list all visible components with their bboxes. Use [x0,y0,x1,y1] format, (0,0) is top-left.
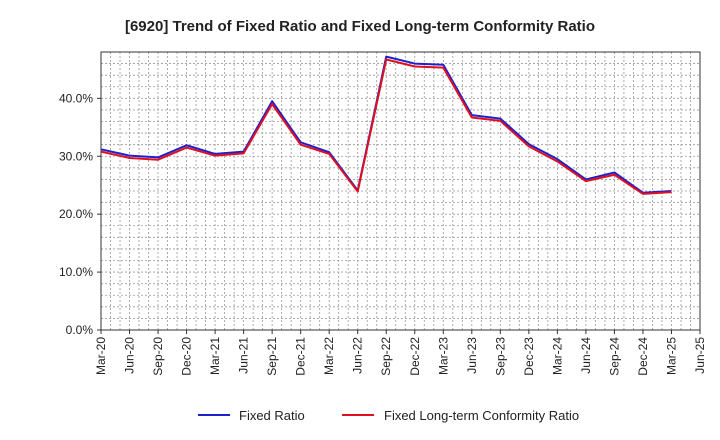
x-tick-label: Mar-25 [664,337,678,375]
x-tick-label: Jun-20 [123,337,137,374]
chart-title: [6920] Trend of Fixed Ratio and Fixed Lo… [125,18,595,35]
x-tick-label: Sep-20 [151,337,165,376]
plot-frame [100,51,701,331]
series-lines [100,55,672,195]
legend-label: Fixed Ratio [239,408,305,423]
series-line-fixed-ratio [100,55,672,194]
x-tick-label: Jun-23 [465,337,479,374]
y-tick-label: 20.0% [59,207,93,221]
axes: 0.0% 10.0% 20.0% 30.0% 40.0% Mar-20 Jun-20 Sep-… [59,51,707,376]
x-tick-label: Jun-21 [237,337,251,374]
series-line-fixed-long-term-conformity-ratio [100,58,672,195]
x-tick-label: Mar-21 [208,337,222,375]
x-tick-label: Dec-20 [180,337,194,376]
x-tick-label: Mar-23 [436,337,450,375]
x-tick-label: Dec-24 [636,337,650,376]
x-tick-label: Jun-25 [693,337,707,374]
x-tick-label: Mar-22 [322,337,336,375]
x-tick-label: Dec-23 [522,337,536,376]
grid [101,52,700,330]
y-tick-label: 0.0% [66,323,94,337]
x-tick-label: Mar-24 [550,337,564,375]
x-tick-label: Jun-24 [579,337,593,374]
x-tick-label: Sep-23 [493,337,507,376]
x-tick-label: Mar-20 [94,337,108,375]
y-tick-label: 30.0% [59,149,93,163]
x-tick-label: Sep-21 [265,337,279,376]
x-tick-label: Sep-24 [607,337,621,376]
legend-label: Fixed Long-term Conformity Ratio [384,408,579,423]
x-tick-label: Dec-22 [408,337,422,376]
x-tick-label: Dec-21 [294,337,308,376]
x-tick-label: Jun-22 [351,337,365,374]
y-tick-label: 10.0% [59,265,93,279]
y-tick-label: 40.0% [59,91,93,105]
legend: Fixed Ratio Fixed Long-term Conformity Ra… [198,408,579,423]
x-tick-label: Sep-22 [379,337,393,376]
